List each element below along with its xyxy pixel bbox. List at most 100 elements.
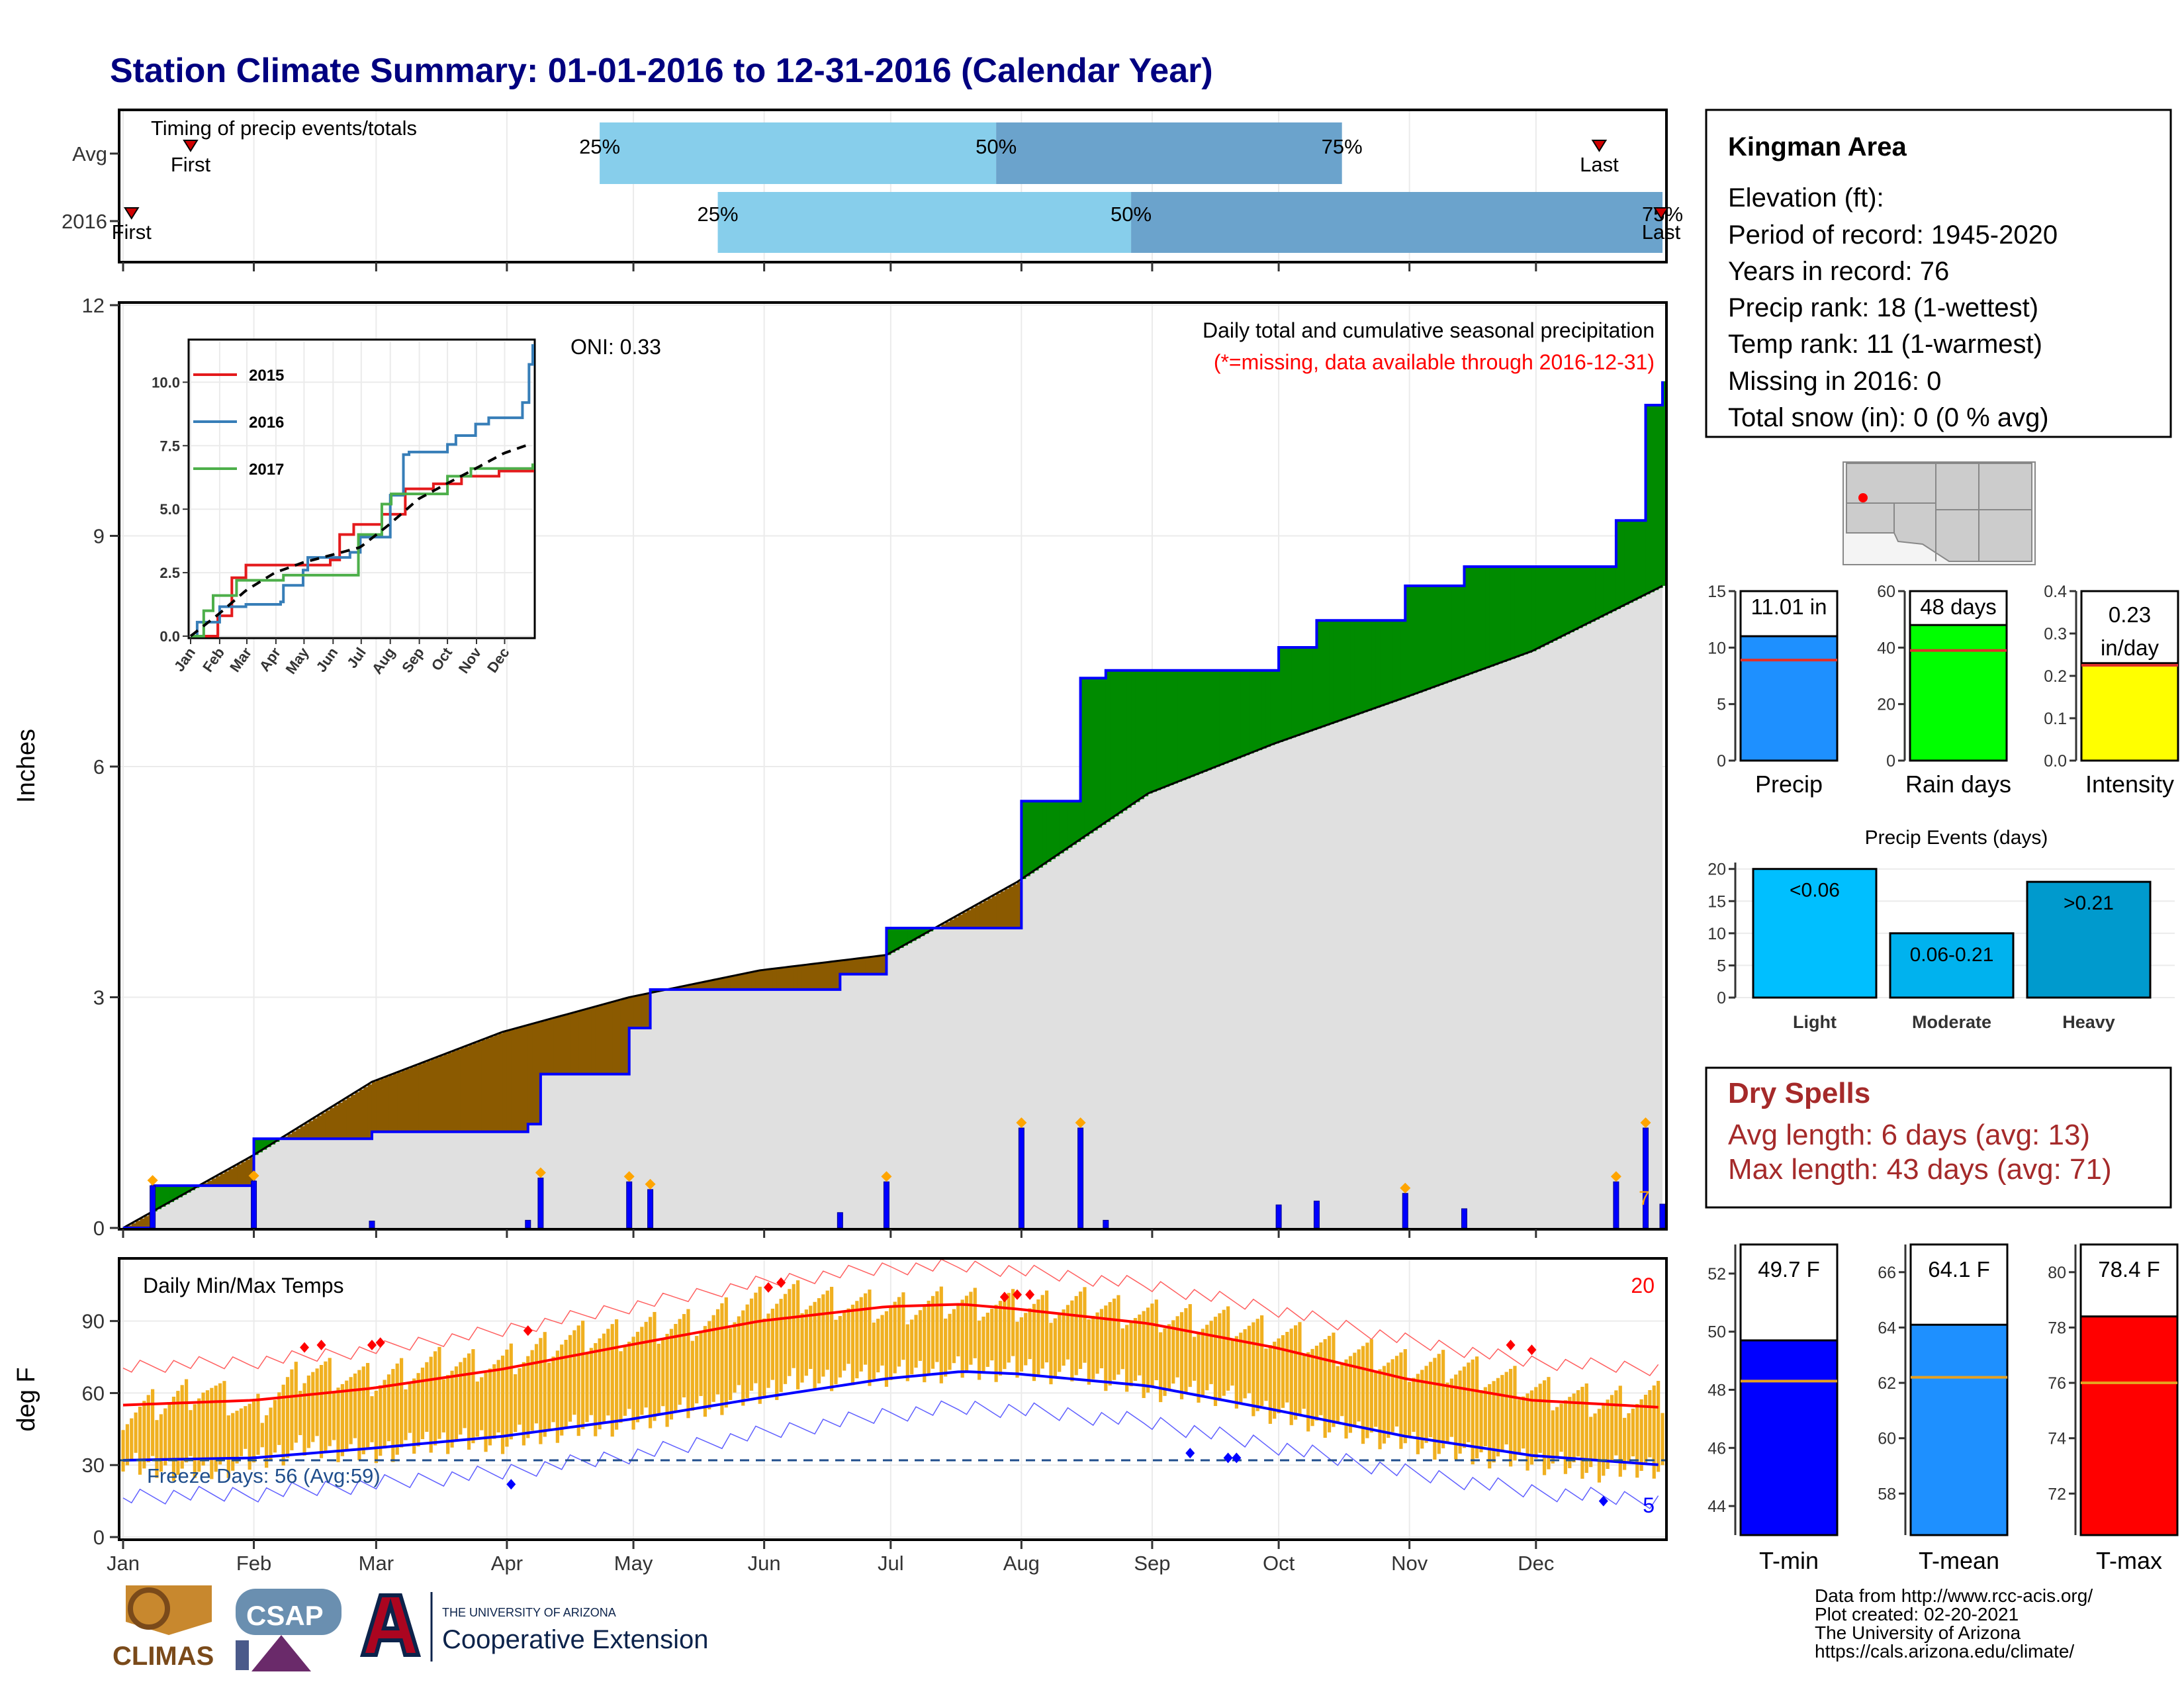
temp-daily-range-bar	[948, 1313, 952, 1370]
temp-daily-range-bar	[1458, 1370, 1462, 1454]
temp-daily-range-bar	[370, 1396, 374, 1442]
precip-below-avg-bar	[380, 1078, 385, 1132]
temp-daily-range-bar	[1319, 1342, 1323, 1415]
mini-tick-label-intensity: 0.0	[2044, 752, 2067, 771]
precip-below-avg-bar	[566, 1014, 571, 1074]
precip-above-avg-bar	[1295, 647, 1300, 736]
precip-below-avg-bar	[250, 1157, 255, 1186]
temp-daily-range-bar	[366, 1362, 370, 1448]
temp-daily-range-bar	[927, 1300, 931, 1376]
temp-daily-range-bar	[551, 1356, 555, 1423]
freeze-days-label: Freeze Days: 56 (Avg:59)	[147, 1464, 381, 1487]
precip-above-avg-bar	[1565, 566, 1570, 635]
month-label-sep: Sep	[1134, 1552, 1170, 1575]
precip-below-avg-bar	[308, 1121, 314, 1139]
temp-daily-range-bar	[315, 1368, 319, 1436]
precip-above-avg-bar	[1380, 620, 1385, 706]
temp-daily-range-bar	[226, 1415, 230, 1478]
precip-below-avg-bar	[211, 1178, 216, 1186]
temp-daily-range-bar	[1522, 1396, 1525, 1449]
inset-y-tick-label: 2.5	[159, 565, 180, 581]
temp-daily-range-bar	[547, 1362, 551, 1430]
temp-daily-range-bar	[1129, 1321, 1133, 1387]
mini-value-rain_days: 48 days	[1920, 594, 1997, 619]
precip-daily-bar	[626, 1181, 633, 1229]
temp-summary-tick-label: 64	[1878, 1319, 1896, 1337]
precip-above-avg-bar	[1144, 670, 1149, 796]
precip-above-avg-bar	[1245, 670, 1250, 755]
temp-daily-range-bar	[248, 1403, 251, 1470]
locator-map	[1843, 461, 2036, 565]
events-bar-label-moderate: 0.06-0.21	[1910, 944, 1994, 966]
precip-above-avg-bar	[165, 1186, 170, 1205]
precip-above-avg-bar	[1519, 566, 1524, 656]
month-label-apr: Apr	[491, 1552, 523, 1575]
timing-row-label-2016: 2016	[62, 210, 107, 233]
temp-daily-range-bar	[880, 1315, 884, 1366]
temp-daily-range-bar	[923, 1305, 927, 1383]
precip-above-avg-bar	[1152, 670, 1157, 792]
precip-below-avg-bar	[966, 910, 972, 928]
precip-below-avg-bar	[300, 1126, 305, 1139]
precip-below-avg-bar	[806, 964, 811, 990]
precip-above-avg-bar	[1265, 670, 1271, 747]
temp-summary-tick-label: 74	[2048, 1430, 2066, 1448]
temp-daily-range-bar	[1559, 1403, 1563, 1452]
precip-above-avg-bar	[1359, 620, 1364, 714]
temp-daily-range-bar	[125, 1424, 129, 1466]
precip-below-avg-bar	[338, 1102, 343, 1139]
temp-daily-range-bar	[534, 1344, 539, 1424]
precip-above-avg-bar	[1641, 520, 1647, 596]
temp-daily-range-bar	[1614, 1390, 1618, 1456]
precip-record-marker	[147, 1175, 158, 1186]
precip-below-avg-bar	[287, 1134, 293, 1139]
precip-below-avg-bar	[747, 972, 752, 990]
precip-above-avg-bar	[1329, 620, 1334, 724]
temp-daily-range-bar	[1416, 1374, 1420, 1454]
timing-bar-50-75-avg	[996, 122, 1342, 184]
record-high-marker	[1012, 1289, 1022, 1300]
precip-below-avg-bar	[743, 974, 748, 990]
temp-daily-range-bar	[1542, 1380, 1547, 1476]
temp-daily-range-bar	[1551, 1410, 1555, 1464]
precip-below-avg-bar	[140, 1218, 145, 1228]
precip-above-avg-bar	[1510, 566, 1516, 659]
precip-above-avg-bar	[1574, 566, 1579, 630]
precip-below-avg-bar	[376, 1080, 381, 1132]
precip-below-avg-bar	[228, 1169, 234, 1186]
temp-record-high-envelope	[122, 1258, 1659, 1376]
precip-above-avg-bar	[1055, 801, 1060, 857]
temp-daily-range-bar	[1572, 1393, 1576, 1463]
precip-record-marker	[1075, 1117, 1086, 1128]
temp-daily-range-bar	[838, 1316, 842, 1378]
timing-label-25-avg: 25%	[579, 135, 620, 158]
precip-daily-bar	[1402, 1193, 1408, 1229]
precip-below-avg-bar	[1017, 882, 1022, 928]
precip-above-avg-bar	[1068, 801, 1073, 848]
temp-daily-range-bar	[1213, 1317, 1218, 1407]
precip-above-avg-bar	[257, 1139, 263, 1152]
station-precip-rank: Precip rank: 18 (1-wettest)	[1728, 293, 2038, 322]
precip-above-avg-bar	[262, 1139, 267, 1150]
temp-daily-range-bar	[766, 1313, 770, 1388]
precip-below-avg-bar	[600, 1005, 605, 1074]
precip-below-avg-bar	[717, 978, 723, 990]
temp-daily-range-bar	[387, 1374, 391, 1442]
temp-daily-range-bar	[1538, 1383, 1542, 1453]
temp-daily-range-bar	[560, 1344, 564, 1436]
temp-daily-range-bar	[277, 1392, 281, 1445]
temp-daily-range-bar	[914, 1315, 918, 1368]
precip-below-avg-bar	[586, 1008, 592, 1074]
precip-below-avg-bar	[604, 1004, 609, 1074]
precip-below-avg-bar	[801, 965, 807, 990]
temp-daily-range-bar	[973, 1288, 977, 1358]
precip-below-avg-bar	[713, 980, 719, 990]
mini-value-intensity: 0.23	[2109, 602, 2151, 627]
precip-above-avg-bar	[1219, 670, 1224, 765]
temp-daily-range-bar	[121, 1430, 125, 1472]
temp-daily-range-bar	[425, 1362, 429, 1432]
footer-university: The University of Arizona	[1815, 1622, 2021, 1643]
temp-daily-range-bar	[1568, 1397, 1572, 1468]
temp-daily-range-bar	[1234, 1336, 1238, 1409]
